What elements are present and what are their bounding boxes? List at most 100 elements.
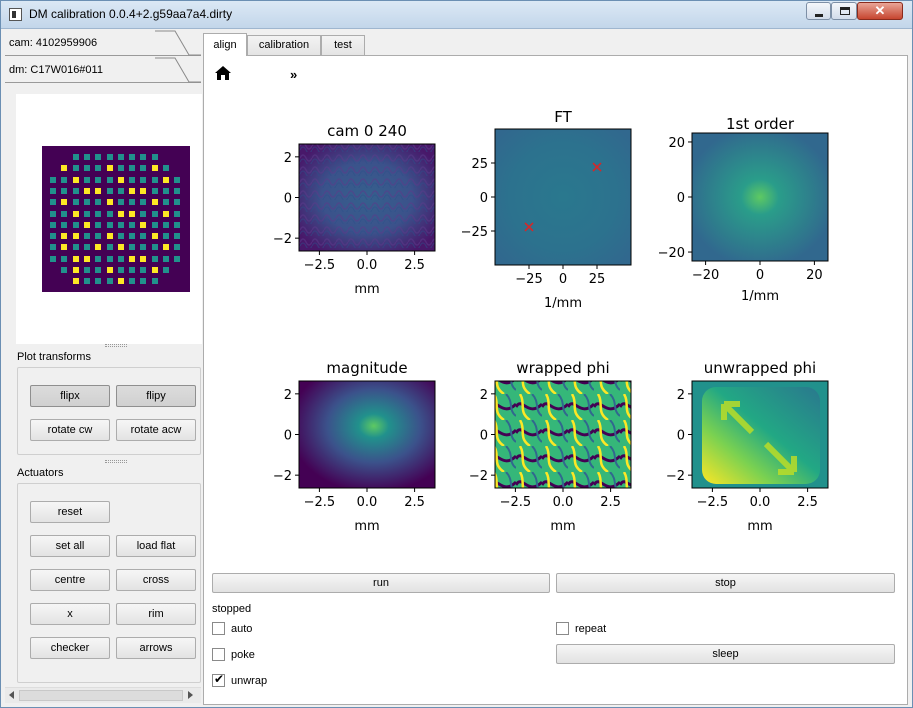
poke-checkbox[interactable] bbox=[212, 648, 225, 661]
dm-actuator bbox=[50, 244, 56, 251]
dm-actuator bbox=[106, 154, 113, 160]
device-tab-dm[interactable]: dm: C17W016#011 bbox=[5, 57, 201, 83]
dm-actuator bbox=[174, 176, 181, 183]
tab-edge bbox=[155, 30, 201, 56]
dm-actuator bbox=[129, 187, 136, 194]
repeat-checkbox[interactable] bbox=[556, 622, 569, 635]
dm-actuator bbox=[61, 244, 68, 251]
x-tick-label: 2.5 bbox=[797, 495, 818, 510]
sleep-button[interactable]: sleep bbox=[556, 644, 895, 664]
run-button[interactable]: run bbox=[212, 573, 550, 593]
dm-actuator bbox=[117, 278, 124, 285]
dm-actuator bbox=[72, 199, 79, 206]
y-tick-label: 0 bbox=[677, 429, 685, 444]
flipy-button[interactable]: flipy bbox=[116, 385, 196, 407]
dm-actuator bbox=[106, 165, 113, 172]
dm-actuator bbox=[50, 255, 56, 262]
dm-actuator bbox=[140, 154, 147, 160]
dm-actuator bbox=[50, 187, 56, 194]
dm-actuator bbox=[129, 165, 136, 172]
x-button[interactable]: x bbox=[30, 603, 110, 625]
toolbar-more-icon[interactable]: » bbox=[290, 67, 298, 82]
y-tick-label: 0 bbox=[480, 191, 488, 206]
dm-actuator bbox=[140, 199, 147, 206]
dm-actuator bbox=[106, 244, 113, 251]
dm-actuator bbox=[72, 176, 79, 183]
x-tick-label: 0.0 bbox=[357, 495, 378, 510]
dm-actuator bbox=[151, 244, 158, 251]
dm-actuator bbox=[117, 244, 124, 251]
dm-preview[interactable] bbox=[16, 94, 202, 344]
dm-actuator bbox=[106, 187, 113, 194]
plot-canvas[interactable]: cam 0 240 FT 1st order magnitude wrapped… bbox=[204, 56, 907, 546]
dm-actuator bbox=[106, 199, 113, 206]
dm-actuator bbox=[83, 210, 90, 217]
centre-button[interactable]: centre bbox=[30, 569, 110, 591]
rim-button[interactable]: rim bbox=[116, 603, 196, 625]
dm-actuator bbox=[72, 165, 79, 172]
dm-actuator bbox=[83, 233, 90, 240]
scroll-right-icon[interactable] bbox=[188, 691, 193, 699]
cross-button[interactable]: cross bbox=[116, 569, 196, 591]
title-bar[interactable]: DM calibration 0.0.4+2.g59aa7a4.dirty ✕ bbox=[1, 1, 912, 29]
home-icon[interactable] bbox=[214, 65, 232, 81]
dm-actuator bbox=[140, 244, 147, 251]
tab-calibration[interactable]: calibration bbox=[247, 35, 321, 55]
dm-actuator bbox=[72, 187, 79, 194]
reset-button[interactable]: reset bbox=[30, 501, 110, 523]
rotate-acw-button[interactable]: rotate acw bbox=[116, 419, 196, 441]
dm-actuator bbox=[129, 233, 136, 240]
device-tab-cam[interactable]: cam: 4102959906 bbox=[5, 30, 201, 56]
plot-xlabel-wrapped-phi: mm bbox=[550, 519, 575, 534]
x-tick-label: −2.5 bbox=[304, 495, 336, 510]
align-panel: » bbox=[203, 55, 908, 705]
dm-actuator bbox=[95, 244, 102, 251]
dm-actuator bbox=[117, 187, 124, 194]
dm-actuator bbox=[140, 255, 147, 262]
tab-test[interactable]: test bbox=[321, 35, 365, 55]
maximize-icon bbox=[840, 7, 850, 15]
set-all-button[interactable]: set all bbox=[30, 535, 110, 557]
left-horizontal-scrollbar[interactable] bbox=[5, 687, 201, 703]
dm-actuator bbox=[129, 176, 136, 183]
dm-actuator bbox=[117, 199, 124, 206]
dm-actuator-map bbox=[42, 146, 190, 292]
scroll-left-icon[interactable] bbox=[9, 691, 14, 699]
splitter-handle[interactable] bbox=[105, 460, 127, 463]
dm-actuator bbox=[129, 210, 136, 217]
y-tick-label: 20 bbox=[668, 136, 685, 151]
x-tick-label: −2.5 bbox=[304, 258, 336, 273]
dm-actuator bbox=[61, 233, 68, 240]
scrollbar-thumb[interactable] bbox=[19, 690, 183, 701]
actuators-title: Actuators bbox=[17, 467, 64, 479]
y-tick-label: −2 bbox=[273, 469, 292, 484]
auto-checkbox[interactable] bbox=[212, 622, 225, 635]
stop-button[interactable]: stop bbox=[556, 573, 895, 593]
plot-xlabel-magnitude: mm bbox=[354, 519, 379, 534]
splitter-handle[interactable] bbox=[105, 344, 127, 347]
unwrap-label: unwrap bbox=[231, 675, 268, 687]
checker-button[interactable]: checker bbox=[30, 637, 110, 659]
dm-actuator bbox=[72, 244, 79, 251]
y-tick-label: 2 bbox=[677, 388, 685, 403]
dm-actuator bbox=[83, 221, 90, 228]
dm-actuator bbox=[72, 210, 79, 217]
maximize-button[interactable] bbox=[831, 2, 857, 20]
dm-actuator bbox=[61, 187, 68, 194]
ft-peak-markers bbox=[524, 162, 602, 232]
dm-actuator bbox=[174, 221, 181, 228]
x-tick-label: −2.5 bbox=[500, 495, 532, 510]
flipx-button[interactable]: flipx bbox=[30, 385, 110, 407]
arrows-button[interactable]: arrows bbox=[116, 637, 196, 659]
load-flat-button[interactable]: load flat bbox=[116, 535, 196, 557]
x-tick-label: 0 bbox=[559, 272, 567, 287]
minimize-button[interactable] bbox=[806, 2, 831, 20]
rotate-cw-button[interactable]: rotate cw bbox=[30, 419, 110, 441]
unwrap-checkbox[interactable] bbox=[212, 672, 225, 687]
x-tick-label: 2.5 bbox=[404, 258, 425, 273]
close-button[interactable]: ✕ bbox=[857, 2, 903, 20]
dm-actuator bbox=[95, 233, 102, 240]
tab-align[interactable]: align bbox=[203, 33, 247, 56]
ft-peak-marker bbox=[592, 162, 602, 172]
